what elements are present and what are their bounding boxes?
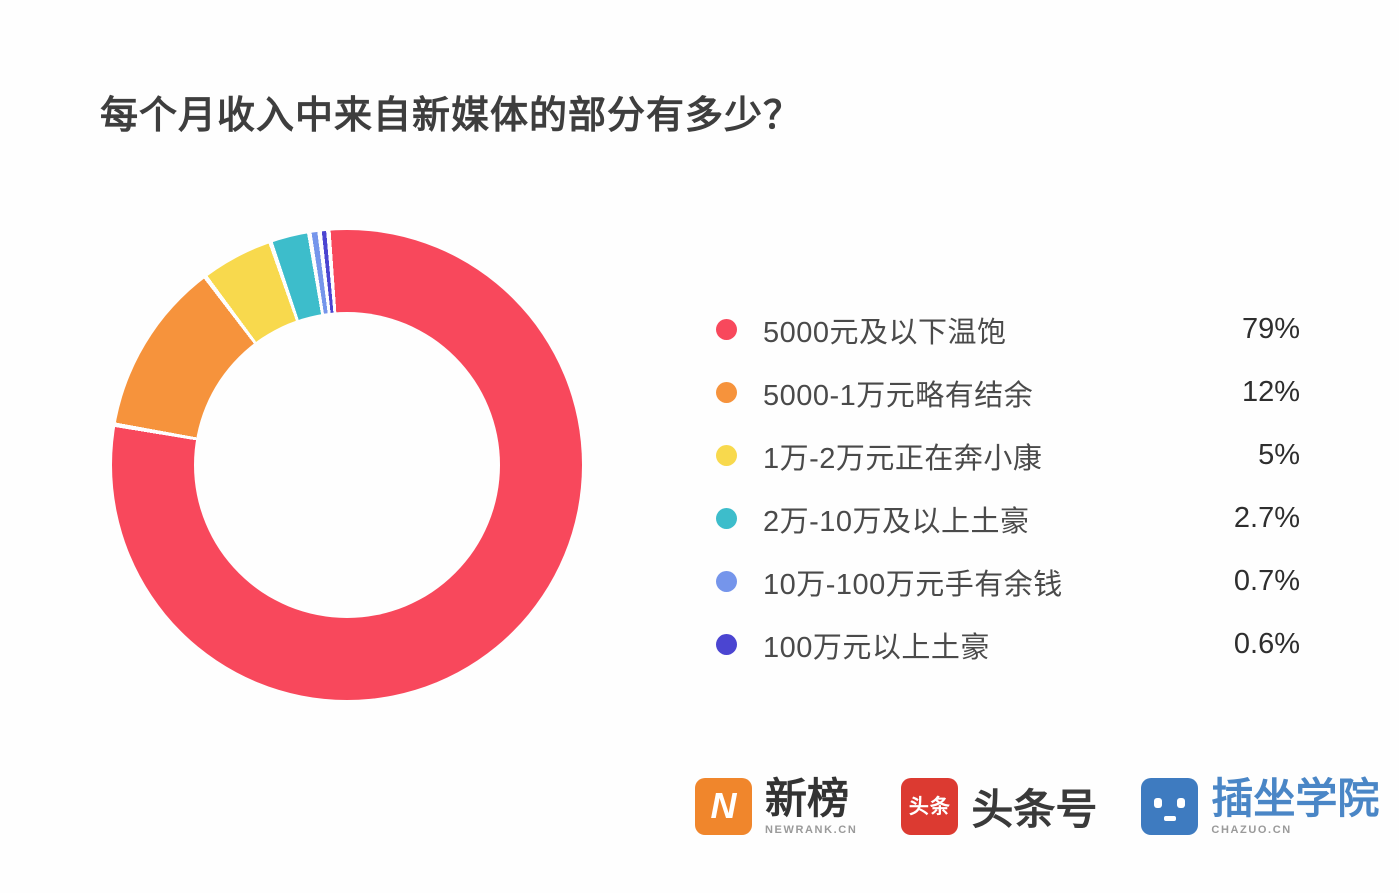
legend-value: 2.7% <box>1233 502 1300 534</box>
chazuo-eye-icon <box>1154 798 1163 808</box>
legend-label: 100万元以上土豪 <box>763 631 990 664</box>
legend-item: 2万-10万及以上土豪 2.7% <box>712 487 1300 550</box>
newrank-logo-title: 新榜 <box>765 774 850 822</box>
legend-item: 10万-100万元手有余钱 0.7% <box>712 550 1300 613</box>
legend-dot-icon <box>716 319 737 340</box>
legend-item: 100万元以上土豪 0.6% <box>712 613 1300 676</box>
legend-label: 5000-1万元略有结余 <box>763 379 1034 412</box>
legend-value: 12% <box>1241 376 1300 408</box>
chazuo-mouth-icon <box>1163 816 1176 821</box>
legend-item: 5000-1万元略有结余 12% <box>712 361 1300 424</box>
legend-item: 1万-2万元正在奔小康 5% <box>712 424 1300 487</box>
legend-dot-icon <box>716 445 737 466</box>
newrank-logo-subtitle: NEWRANK.CN <box>765 823 858 836</box>
chazuo-eye-icon <box>1177 798 1186 808</box>
donut-hole <box>194 312 500 618</box>
legend: 5000元及以下温饱 79% 5000-1万元略有结余 12% 1万-2万元正在… <box>712 298 1300 676</box>
legend-label: 5000元及以下温饱 <box>763 316 1007 349</box>
chart-title: 每个月收入中来自新媒体的部分有多少？ <box>100 95 803 137</box>
legend-value: 0.7% <box>1233 565 1300 597</box>
newrank-logo-icon: N <box>695 778 752 835</box>
legend-dot-icon <box>716 382 737 403</box>
legend-label: 1万-2万元正在奔小康 <box>763 442 1043 475</box>
logo-toutiao: 头条 头条号 <box>901 776 1097 837</box>
legend-value: 5% <box>1258 439 1300 471</box>
legend-dot-icon <box>716 634 737 655</box>
legend-item: 5000元及以下温饱 79% <box>712 298 1300 361</box>
chazuo-logo-subtitle: CHAZUO.CN <box>1211 823 1292 836</box>
legend-value: 0.6% <box>1233 628 1300 660</box>
toutiao-logo-icon: 头条 <box>901 778 959 835</box>
legend-dot-icon <box>716 508 737 529</box>
footer-logos: N 新榜 NEWRANK.CN 头条 头条号 插坐学院 CHAZUO.CN <box>695 776 1379 837</box>
legend-label: 2万-10万及以上土豪 <box>763 505 1030 538</box>
chazuo-logo-icon <box>1141 778 1199 835</box>
chazuo-logo-title: 插坐学院 <box>1211 774 1380 822</box>
toutiao-logo-title: 头条号 <box>971 786 1098 833</box>
legend-value: 79% <box>1241 313 1300 345</box>
donut-chart <box>112 230 582 700</box>
legend-label: 10万-100万元手有余钱 <box>763 568 1063 601</box>
logo-newrank: N 新榜 NEWRANK.CN <box>695 774 858 836</box>
legend-dot-icon <box>716 571 737 592</box>
logo-chazuo: 插坐学院 CHAZUO.CN <box>1141 774 1380 836</box>
